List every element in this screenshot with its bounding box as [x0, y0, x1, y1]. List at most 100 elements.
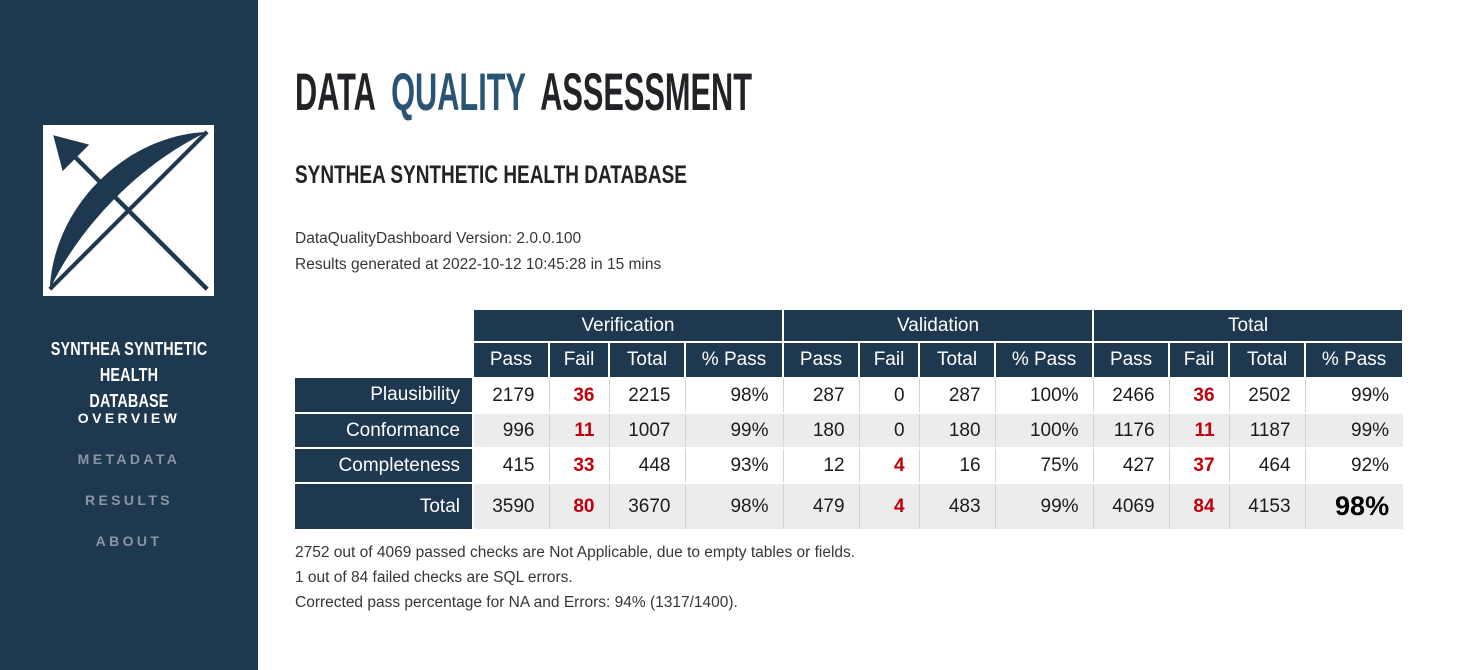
version-line: DataQualityDashboard Version: 2.0.0.100	[295, 230, 582, 247]
table-row-label: Plausibility	[295, 378, 473, 415]
footnotes: 2752 out of 4069 passed checks are Not A…	[295, 540, 1477, 615]
table-cell: 1176	[1092, 413, 1170, 450]
table-cell: 287	[918, 378, 996, 415]
table-cell: 2466	[1092, 378, 1170, 415]
table-cell: 36	[548, 378, 609, 415]
table-cell: 2215	[608, 378, 685, 415]
table-cell: 75%	[994, 448, 1094, 485]
table-group-header-verification: Verification	[471, 308, 785, 344]
table-cell: 84	[1168, 483, 1230, 532]
table-subheader-pass: Pass	[1092, 341, 1171, 380]
table-cell: 996	[472, 413, 549, 450]
table-subheader-pass: % Pass	[683, 341, 785, 380]
table-cell: 180	[782, 413, 860, 450]
table-cell: 1187	[1228, 413, 1306, 450]
table-cell: 287	[782, 378, 860, 415]
table-cell: 2502	[1228, 378, 1306, 415]
table-sub-row: Pass Fail Total% Pass Pass Fail Total% Pass Pa…	[295, 341, 1405, 380]
table-cell: 427	[1092, 448, 1170, 485]
table-subheader-total: Total	[1228, 341, 1307, 380]
table-subheader-fail: Fail	[858, 341, 921, 380]
table-cell: 100%	[994, 378, 1094, 415]
title-word-assessment: ASSESSMENT	[540, 63, 753, 122]
table-cell: 98%	[1304, 483, 1404, 532]
table-cell: 99%	[684, 413, 784, 450]
table-row-total: Total 3590 80 3670 98% 479 4 483 99% 4069 84 4153 98…	[295, 482, 1404, 532]
table-subheader-pass: Pass	[782, 341, 861, 380]
table-cell: 93%	[684, 448, 784, 485]
table-subheader-total: Total	[608, 341, 686, 380]
table-group-row: Verification Validation Total	[295, 308, 1405, 344]
table-cell: 80	[548, 483, 609, 532]
table-cell: 11	[548, 413, 609, 450]
table-row-label: Conformance	[295, 413, 473, 450]
table-group-header-total: Total	[1092, 308, 1405, 344]
sidebar-item-metadata[interactable]: METADATA	[77, 451, 181, 467]
table-cell: 448	[608, 448, 685, 485]
table-subheader-pass: % Pass	[1304, 341, 1405, 380]
title-word-data: DATA	[295, 63, 376, 122]
table-cell: 1007	[608, 413, 685, 450]
sidebar-item-results[interactable]: RESULTS	[84, 492, 174, 508]
table-cell: 4	[858, 448, 920, 485]
table-row-plausibility: Plausibility 2179 36 2215 98% 287 0 287 100% 2466…	[295, 378, 1404, 415]
table-cell: 4153	[1228, 483, 1306, 532]
table-cell: 479	[782, 483, 860, 532]
table-cell: 100%	[994, 413, 1094, 450]
table-cell: 483	[918, 483, 996, 532]
table-subheader-total: Total	[918, 341, 997, 380]
dq-summary-table: Verification Validation Total Pass Fail Tota…	[295, 308, 1405, 532]
database-logo	[41, 125, 216, 296]
table-cell: 2179	[472, 378, 549, 415]
table-cell: 12	[782, 448, 860, 485]
table-cell: 3670	[608, 483, 685, 532]
table-cell: 415	[472, 448, 549, 485]
bow-and-arrow-icon	[41, 125, 216, 296]
table-corner	[295, 309, 473, 378]
generated-line: Results generated at 2022-10-12 10:45:28…	[295, 255, 662, 273]
table-subheader-fail: Fail	[1168, 341, 1231, 380]
table-cell: 16	[918, 448, 996, 485]
footnote-line: 2752 out of 4069 passed checks are Not A…	[295, 544, 856, 562]
table-cell: 4069	[1092, 483, 1170, 532]
table-subheader-pass: % Pass	[994, 341, 1095, 380]
database-name-line2: DATABASE	[89, 391, 169, 412]
table-cell: 99%	[1304, 378, 1404, 415]
sidebar-database-name: SYNTHEA SYNTHETIC HEALTH DATABASE	[26, 336, 232, 414]
table-cell: 37	[1168, 448, 1230, 485]
main-content: DATA QUALITY ASSESSMENT SYNTHEA SYNTHETI…	[258, 0, 1477, 670]
table-group-header-validation: Validation	[782, 308, 1095, 344]
table-cell: 0	[858, 378, 920, 415]
table-cell: 99%	[994, 483, 1094, 532]
table-head: Verification Validation Total Pass Fail Tota…	[295, 308, 1405, 380]
sidebar-item-overview[interactable]: OVERVIEW	[77, 410, 181, 426]
table-row-label: Completeness	[295, 448, 473, 485]
sidebar-nav: OVERVIEW METADATA RESULTS ABOUT	[0, 410, 258, 574]
database-name-line1: SYNTHEA SYNTHETIC HEALTH	[50, 339, 208, 386]
table-cell: 98%	[684, 378, 784, 415]
meta-block: DataQualityDashboard Version: 2.0.0.100 …	[295, 226, 1477, 277]
table-cell: 3590	[472, 483, 549, 532]
table-cell: 36	[1168, 378, 1230, 415]
table-body: Plausibility 2179 36 2215 98% 287 0 287 100% 2466…	[295, 378, 1404, 532]
footnote-line: 1 out of 84 failed checks are SQL errors…	[295, 569, 573, 587]
table-cell: 33	[548, 448, 609, 485]
table-cell: 180	[918, 413, 996, 450]
sidebar: SYNTHEA SYNTHETIC HEALTH DATABASE OVERVI…	[0, 0, 258, 670]
table-row-completeness: Completeness 415 33 448 93% 12 4 16 75% 427 37 464 9…	[295, 448, 1404, 485]
title-word-quality: QUALITY	[391, 63, 527, 122]
table-subheader-pass: Pass	[472, 341, 550, 380]
sidebar-item-about[interactable]: ABOUT	[95, 533, 163, 549]
table-cell: 0	[858, 413, 920, 450]
table-cell: 99%	[1304, 413, 1404, 450]
footnote-line: Corrected pass percentage for NA and Err…	[295, 594, 738, 612]
table-cell: 92%	[1304, 448, 1404, 485]
table-cell: 464	[1228, 448, 1306, 485]
page-title: DATA QUALITY ASSESSMENT	[295, 66, 981, 119]
table-cell: 98%	[684, 483, 784, 532]
table-cell: 11	[1168, 413, 1230, 450]
table-row-conformance: Conformance 996 11 1007 99% 180 0 180 100% 1176 11…	[295, 413, 1404, 450]
table-cell: 4	[858, 483, 920, 532]
database-subtitle: SYNTHEA SYNTHETIC HEALTH DATABASE	[295, 161, 687, 189]
